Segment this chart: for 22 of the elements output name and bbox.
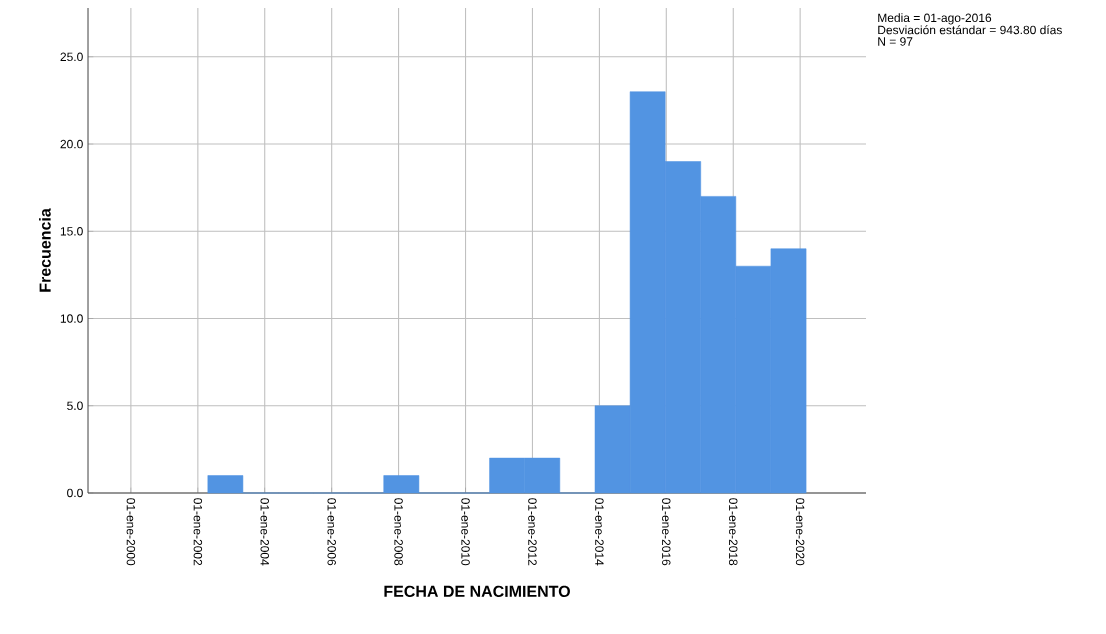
x-tick-label: 01-ene-2004 (260, 498, 269, 566)
x-tick-label: 01-ene-2012 (528, 498, 537, 566)
text: Desviación estándar = 943.80 días (878, 25, 1062, 35)
x-tick-label: 01-ene-2006 (327, 498, 336, 566)
y-tick-label: 5.0 (67, 401, 83, 411)
y-tick-label: 0.0 (67, 488, 83, 498)
y-tick-label: 15.0 (60, 227, 83, 236)
x-tick-label: 01-ene-2000 (126, 498, 136, 566)
x-tick-label: 01-ene-2020 (795, 498, 805, 566)
x-tick-label: 01-ene-2002 (193, 498, 203, 566)
y-axis-title: Frecuencia (39, 208, 51, 292)
text: N = 97 (878, 37, 913, 46)
y-tick-label: 25.0 (60, 52, 83, 62)
y-tick-label: 20.0 (60, 139, 83, 149)
x-tick-label: 01-ene-2018 (729, 498, 738, 566)
x-tick-label: 01-ene-2010 (461, 498, 470, 566)
x-tick-label: 01-ene-2016 (662, 498, 671, 566)
x-axis-title: FECHA DE NACIMIENTO (384, 585, 570, 598)
x-tick-label: 01-ene-2008 (394, 498, 403, 566)
y-tick-label: 10.0 (60, 314, 83, 323)
x-tick-label: 01-ene-2014 (595, 498, 604, 566)
text: Media = 01-ago-2016 (878, 13, 992, 25)
